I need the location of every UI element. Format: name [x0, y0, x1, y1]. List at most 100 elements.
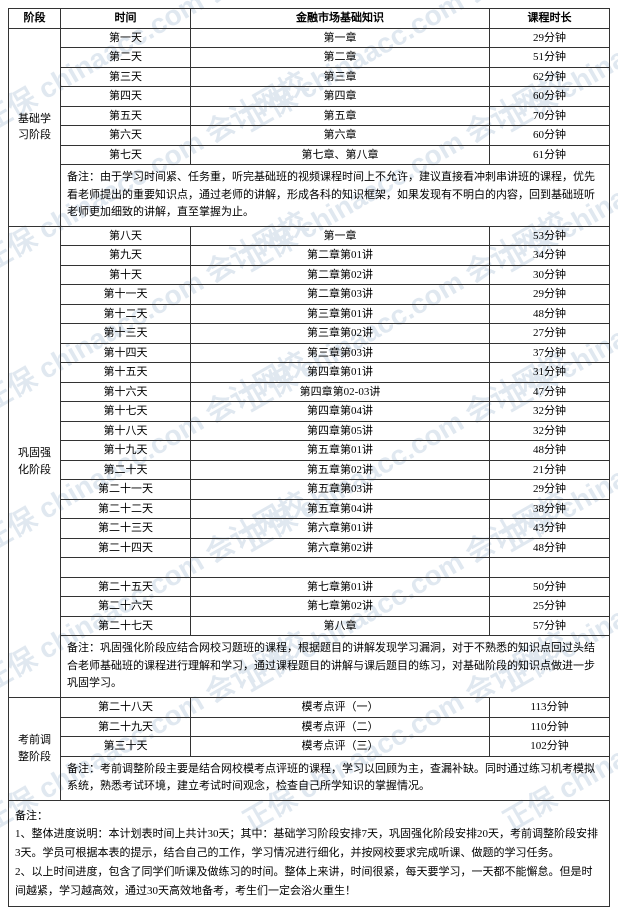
day-cell: 第九天	[61, 246, 191, 266]
content-cell: 第二章	[191, 48, 490, 68]
footer-note: 备注：1、整体进度说明：本计划表时间上共计30天；其中：基础学习阶段安排7天，巩…	[8, 801, 610, 907]
day-cell: 第十三天	[61, 324, 191, 344]
day-cell: 第十一天	[61, 285, 191, 305]
day-cell: 第八天	[61, 226, 191, 246]
day-cell: 第二十九天	[61, 717, 191, 737]
content-cell: 模考点评（三）	[191, 737, 490, 757]
content-cell: 第六章	[191, 126, 490, 146]
content-cell: 第二章第02讲	[191, 265, 490, 285]
content-cell: 模考点评（二）	[191, 717, 490, 737]
content-cell: 第三章第03讲	[191, 343, 490, 363]
duration-cell: 43分钟	[490, 519, 610, 539]
day-cell: 第十九天	[61, 441, 191, 461]
content-cell: 第六章第02讲	[191, 538, 490, 558]
duration-cell: 29分钟	[490, 480, 610, 500]
content-cell: 第三章第02讲	[191, 324, 490, 344]
duration-cell: 51分钟	[490, 48, 610, 68]
duration-cell: 70分钟	[490, 106, 610, 126]
day-cell: 第二十六天	[61, 597, 191, 617]
content-cell: 第一章	[191, 28, 490, 48]
day-cell: 第二天	[61, 48, 191, 68]
content-cell: 第三章第01讲	[191, 304, 490, 324]
content-cell: 第七章第01讲	[191, 577, 490, 597]
header-knowledge: 金融市场基础知识	[191, 9, 490, 29]
stage-2-note: 备注：巩固强化阶段应结合网校习题班的课程，根据题目的讲解发现学习漏洞，对于不熟悉…	[61, 636, 610, 698]
day-cell: 第三天	[61, 67, 191, 87]
duration-cell: 27分钟	[490, 324, 610, 344]
duration-cell: 29分钟	[490, 28, 610, 48]
day-cell: 第十七天	[61, 402, 191, 422]
content-cell: 第七章、第八章	[191, 145, 490, 165]
content-cell: 第四章第04讲	[191, 402, 490, 422]
duration-cell: 62分钟	[490, 67, 610, 87]
day-cell: 第十四天	[61, 343, 191, 363]
duration-cell: 34分钟	[490, 246, 610, 266]
content-cell: 模考点评（一）	[191, 698, 490, 718]
duration-cell: 60分钟	[490, 87, 610, 107]
duration-cell: 60分钟	[490, 126, 610, 146]
duration-cell: 50分钟	[490, 577, 610, 597]
stage-1-note: 备注：由于学习时间紧、任务重，听完基础班的视频课程时间上不允许，建议直接看冲刺串…	[61, 165, 610, 227]
content-cell: 第六章第01讲	[191, 519, 490, 539]
header-time: 时间	[61, 9, 191, 29]
duration-cell: 57分钟	[490, 616, 610, 636]
content-cell: 第四章第02-03讲	[191, 382, 490, 402]
day-cell: 第十五天	[61, 363, 191, 383]
duration-cell: 30分钟	[490, 265, 610, 285]
day-cell: 第十二天	[61, 304, 191, 324]
day-cell: 第六天	[61, 126, 191, 146]
schedule-table: 阶段 时间 金融市场基础知识 课程时长 基础学习阶段第一天第一章29分钟第二天第…	[8, 8, 610, 801]
day-cell: 第十六天	[61, 382, 191, 402]
day-cell: 第十天	[61, 265, 191, 285]
duration-cell: 32分钟	[490, 402, 610, 422]
spacer-cell	[61, 558, 191, 578]
duration-cell: 29分钟	[490, 285, 610, 305]
content-cell: 第四章第05讲	[191, 421, 490, 441]
day-cell: 第三十天	[61, 737, 191, 757]
content-cell: 第五章	[191, 106, 490, 126]
stage-3-label: 考前调整阶段	[9, 698, 61, 801]
duration-cell: 48分钟	[490, 441, 610, 461]
duration-cell: 32分钟	[490, 421, 610, 441]
duration-cell: 48分钟	[490, 304, 610, 324]
header-duration: 课程时长	[490, 9, 610, 29]
day-cell: 第一天	[61, 28, 191, 48]
spacer-cell	[191, 558, 490, 578]
stage-2-label: 巩固强化阶段	[9, 226, 61, 697]
day-cell: 第二十四天	[61, 538, 191, 558]
day-cell: 第二十天	[61, 460, 191, 480]
day-cell: 第七天	[61, 145, 191, 165]
content-cell: 第七章第02讲	[191, 597, 490, 617]
content-cell: 第五章第04讲	[191, 499, 490, 519]
duration-cell: 47分钟	[490, 382, 610, 402]
content-cell: 第四章第01讲	[191, 363, 490, 383]
day-cell: 第二十二天	[61, 499, 191, 519]
day-cell: 第四天	[61, 87, 191, 107]
content-cell: 第五章第03讲	[191, 480, 490, 500]
content-cell: 第八章	[191, 616, 490, 636]
duration-cell: 113分钟	[490, 698, 610, 718]
duration-cell: 110分钟	[490, 717, 610, 737]
day-cell: 第十八天	[61, 421, 191, 441]
duration-cell: 21分钟	[490, 460, 610, 480]
day-cell: 第二十七天	[61, 616, 191, 636]
duration-cell: 48分钟	[490, 538, 610, 558]
content-cell: 第二章第01讲	[191, 246, 490, 266]
header-stage: 阶段	[9, 9, 61, 29]
duration-cell: 31分钟	[490, 363, 610, 383]
day-cell: 第二十一天	[61, 480, 191, 500]
stage-1-label: 基础学习阶段	[9, 28, 61, 226]
content-cell: 第三章	[191, 67, 490, 87]
duration-cell: 38分钟	[490, 499, 610, 519]
day-cell: 第五天	[61, 106, 191, 126]
content-cell: 第五章第01讲	[191, 441, 490, 461]
content-cell: 第一章	[191, 226, 490, 246]
spacer-cell	[490, 558, 610, 578]
duration-cell: 53分钟	[490, 226, 610, 246]
duration-cell: 61分钟	[490, 145, 610, 165]
day-cell: 第二十五天	[61, 577, 191, 597]
day-cell: 第二十八天	[61, 698, 191, 718]
day-cell: 第二十三天	[61, 519, 191, 539]
duration-cell: 37分钟	[490, 343, 610, 363]
stage-3-note: 备注：考前调整阶段主要是结合网校模考点评班的课程，学习以回顾为主，查漏补缺。同时…	[61, 756, 610, 800]
